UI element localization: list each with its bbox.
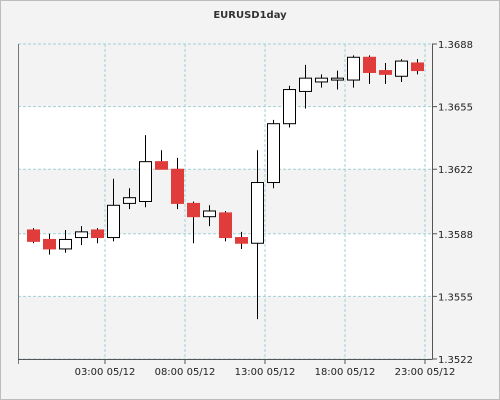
candle bbox=[139, 135, 152, 208]
y-tick-label: 1.3655 bbox=[438, 103, 473, 114]
candle bbox=[219, 210, 232, 242]
x-tick-label: 18:00 05/12 bbox=[315, 367, 376, 378]
candle bbox=[267, 119, 280, 189]
candle bbox=[379, 62, 392, 84]
candle bbox=[251, 150, 264, 320]
candle bbox=[331, 70, 344, 90]
candle bbox=[363, 55, 376, 84]
candle-body-up bbox=[251, 182, 264, 244]
candle bbox=[75, 226, 88, 246]
candle bbox=[203, 205, 216, 227]
candle-body-down bbox=[43, 238, 56, 250]
candle-body-up bbox=[139, 161, 152, 202]
tick-labels: 1.3688 1.3655 1.3622 1.3588 1.3555 1.3522 03:0… bbox=[75, 40, 473, 378]
horizontal-bands bbox=[18, 44, 432, 359]
candle bbox=[91, 228, 104, 244]
plot-band bbox=[18, 296, 432, 359]
y-tick-label: 1.3555 bbox=[438, 292, 473, 303]
candle-body-up bbox=[59, 238, 72, 250]
candle bbox=[395, 59, 408, 82]
candle-body-down bbox=[379, 70, 392, 75]
candle-body-up bbox=[283, 89, 296, 125]
candle-body-up bbox=[299, 77, 312, 92]
candle-body-down bbox=[363, 56, 376, 73]
x-tick-label: 23:00 05/12 bbox=[395, 367, 456, 378]
candle bbox=[123, 188, 136, 210]
candle-body-up bbox=[267, 123, 280, 184]
candle-body-down bbox=[411, 62, 424, 72]
x-tick-label: 13:00 05/12 bbox=[235, 367, 296, 378]
plot-band bbox=[18, 44, 432, 107]
candle bbox=[187, 201, 200, 244]
candle-body-up bbox=[395, 60, 408, 77]
candle-body-up bbox=[203, 210, 216, 218]
candle bbox=[171, 157, 184, 210]
candles bbox=[27, 55, 424, 320]
candle bbox=[43, 233, 56, 255]
candle bbox=[235, 231, 248, 249]
candle-body-down bbox=[187, 202, 200, 218]
candle-body-up bbox=[331, 77, 344, 81]
candle bbox=[283, 85, 296, 128]
candle-body-down bbox=[171, 168, 184, 204]
y-tick-label: 1.3622 bbox=[438, 165, 473, 176]
x-tick-label: 03:00 05/12 bbox=[75, 367, 136, 378]
candle-body-down bbox=[155, 161, 168, 170]
candle bbox=[411, 59, 424, 75]
candle-body-up bbox=[347, 56, 360, 81]
chart-title: EURUSD1day bbox=[213, 10, 287, 21]
candle-body-down bbox=[27, 229, 40, 242]
y-tick-label: 1.3688 bbox=[438, 40, 473, 51]
candle bbox=[347, 55, 360, 88]
y-tick-label: 1.3588 bbox=[438, 230, 473, 241]
candle-body-up bbox=[75, 231, 88, 239]
candle-body-up bbox=[107, 204, 120, 239]
candle-body-up bbox=[315, 77, 328, 83]
candle bbox=[27, 228, 40, 244]
candle-body-up bbox=[123, 197, 136, 204]
candle-body-down bbox=[235, 237, 248, 244]
candle bbox=[59, 229, 72, 253]
candle bbox=[155, 150, 168, 170]
candle bbox=[299, 64, 312, 109]
axes bbox=[18, 43, 437, 364]
y-tick-label: 1.3522 bbox=[438, 355, 473, 366]
candle bbox=[107, 178, 120, 242]
candle bbox=[315, 74, 328, 88]
candle-body-down bbox=[91, 229, 104, 239]
x-tick-label: 08:00 05/12 bbox=[155, 367, 216, 378]
candle-body-down bbox=[219, 212, 232, 239]
